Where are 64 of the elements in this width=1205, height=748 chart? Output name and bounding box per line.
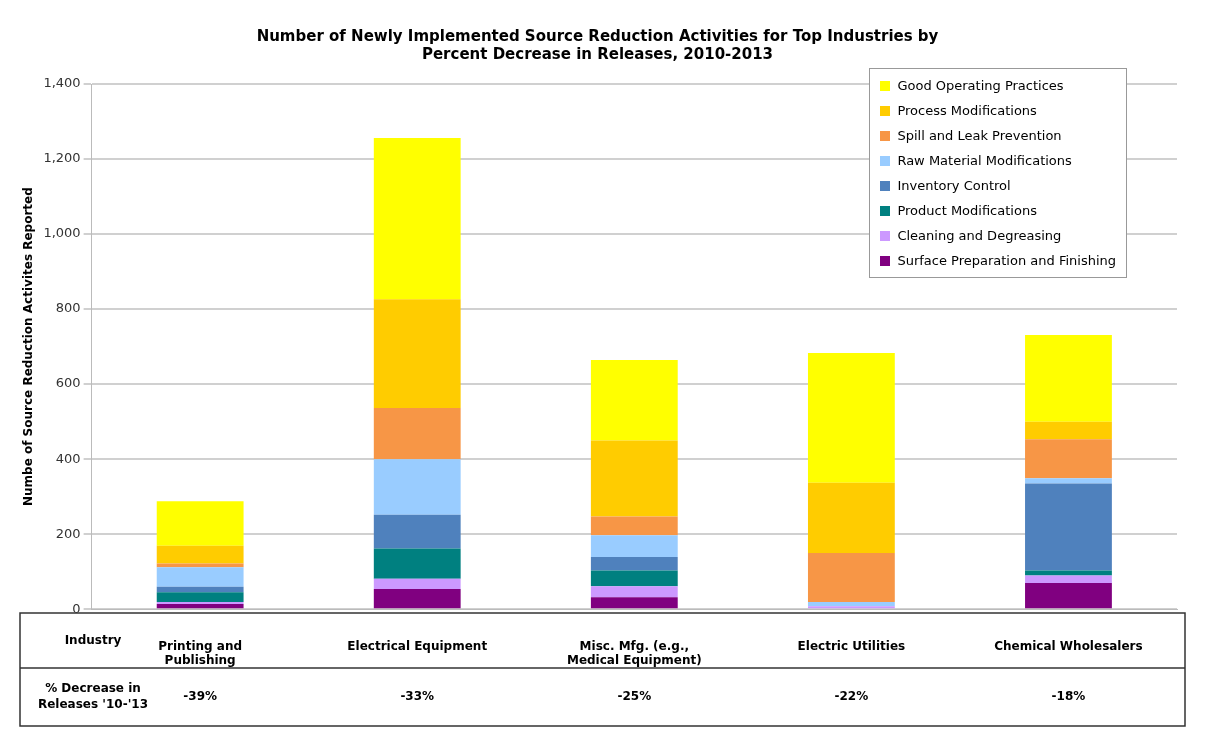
chart-title: Number of Newly Implemented Source Reduction Activities for Top Industries by Percent Decrease in Releases, 2010-2013 (256, 26, 939, 63)
bar (156, 501, 244, 546)
legend-label: Inventory Control (897, 178, 1011, 193)
text: % Decrease in Releases '10-'13 (37, 681, 149, 712)
bar (373, 588, 461, 609)
y-tick-label: 800 (55, 300, 81, 316)
bar (1025, 334, 1112, 422)
bar (156, 567, 244, 587)
text: -18% (1051, 689, 1086, 704)
bar (590, 557, 678, 571)
y-tick-label: 600 (55, 375, 81, 391)
y-axis-title: Numbe of Source Reduction Activites Reported (21, 187, 36, 507)
legend-label: Cleaning and Degreasing (897, 228, 1062, 243)
bar (590, 440, 678, 517)
text: -33% (400, 689, 435, 704)
text: -25% (617, 689, 652, 704)
y-tick-label: 1,000 (43, 225, 81, 241)
bar (590, 516, 678, 536)
legend-label: Process Modifications (897, 103, 1037, 118)
bar (590, 586, 678, 598)
y-tick-label: 1,200 (43, 150, 81, 166)
bar (1025, 439, 1112, 479)
bar (807, 606, 895, 609)
bar (1025, 575, 1112, 583)
y-tick-label: 200 (55, 525, 81, 541)
bar (156, 603, 244, 609)
bar (373, 548, 461, 579)
bar (1025, 478, 1112, 484)
x-tick-label: Printing and Publishing (158, 638, 243, 667)
legend-label: Good Operating Practices (897, 78, 1064, 93)
bar (807, 352, 895, 483)
x-tick-label: Misc. Mfg. (e.g., Medical Equipment) (566, 638, 702, 667)
bar (373, 514, 461, 549)
bar (1025, 483, 1112, 571)
x-axis-title: Industry (64, 632, 122, 647)
text: -39% (183, 689, 218, 704)
bar (807, 602, 895, 607)
bar (156, 545, 244, 564)
bar (373, 299, 461, 409)
bar (590, 535, 678, 558)
bar (590, 597, 678, 609)
bar (590, 360, 678, 441)
legend-label: Surface Preparation and Finishing (897, 253, 1116, 268)
bar (807, 552, 895, 603)
legend-label: Spill and Leak Prevention (897, 128, 1062, 143)
bar (156, 563, 244, 568)
bar (373, 459, 461, 515)
bar (1025, 421, 1112, 440)
bar (373, 578, 461, 589)
x-tick-label: Chemical Wholesalers (994, 638, 1143, 653)
bar (1025, 582, 1112, 609)
bar (156, 592, 244, 603)
legend-label: Product Modifications (897, 203, 1037, 218)
x-tick-label: Electrical Equipment (347, 638, 488, 653)
y-tick-label: 0 (72, 600, 81, 616)
bar (590, 570, 678, 587)
x-tick-label: Electric Utilities (797, 638, 906, 653)
y-tick-label: 1,400 (43, 75, 81, 91)
bar (807, 482, 895, 553)
bar (373, 408, 461, 460)
legend-label: Raw Material Modifications (897, 153, 1072, 168)
bar (373, 138, 461, 300)
text: -22% (834, 689, 869, 704)
y-tick-label: 400 (55, 450, 81, 466)
